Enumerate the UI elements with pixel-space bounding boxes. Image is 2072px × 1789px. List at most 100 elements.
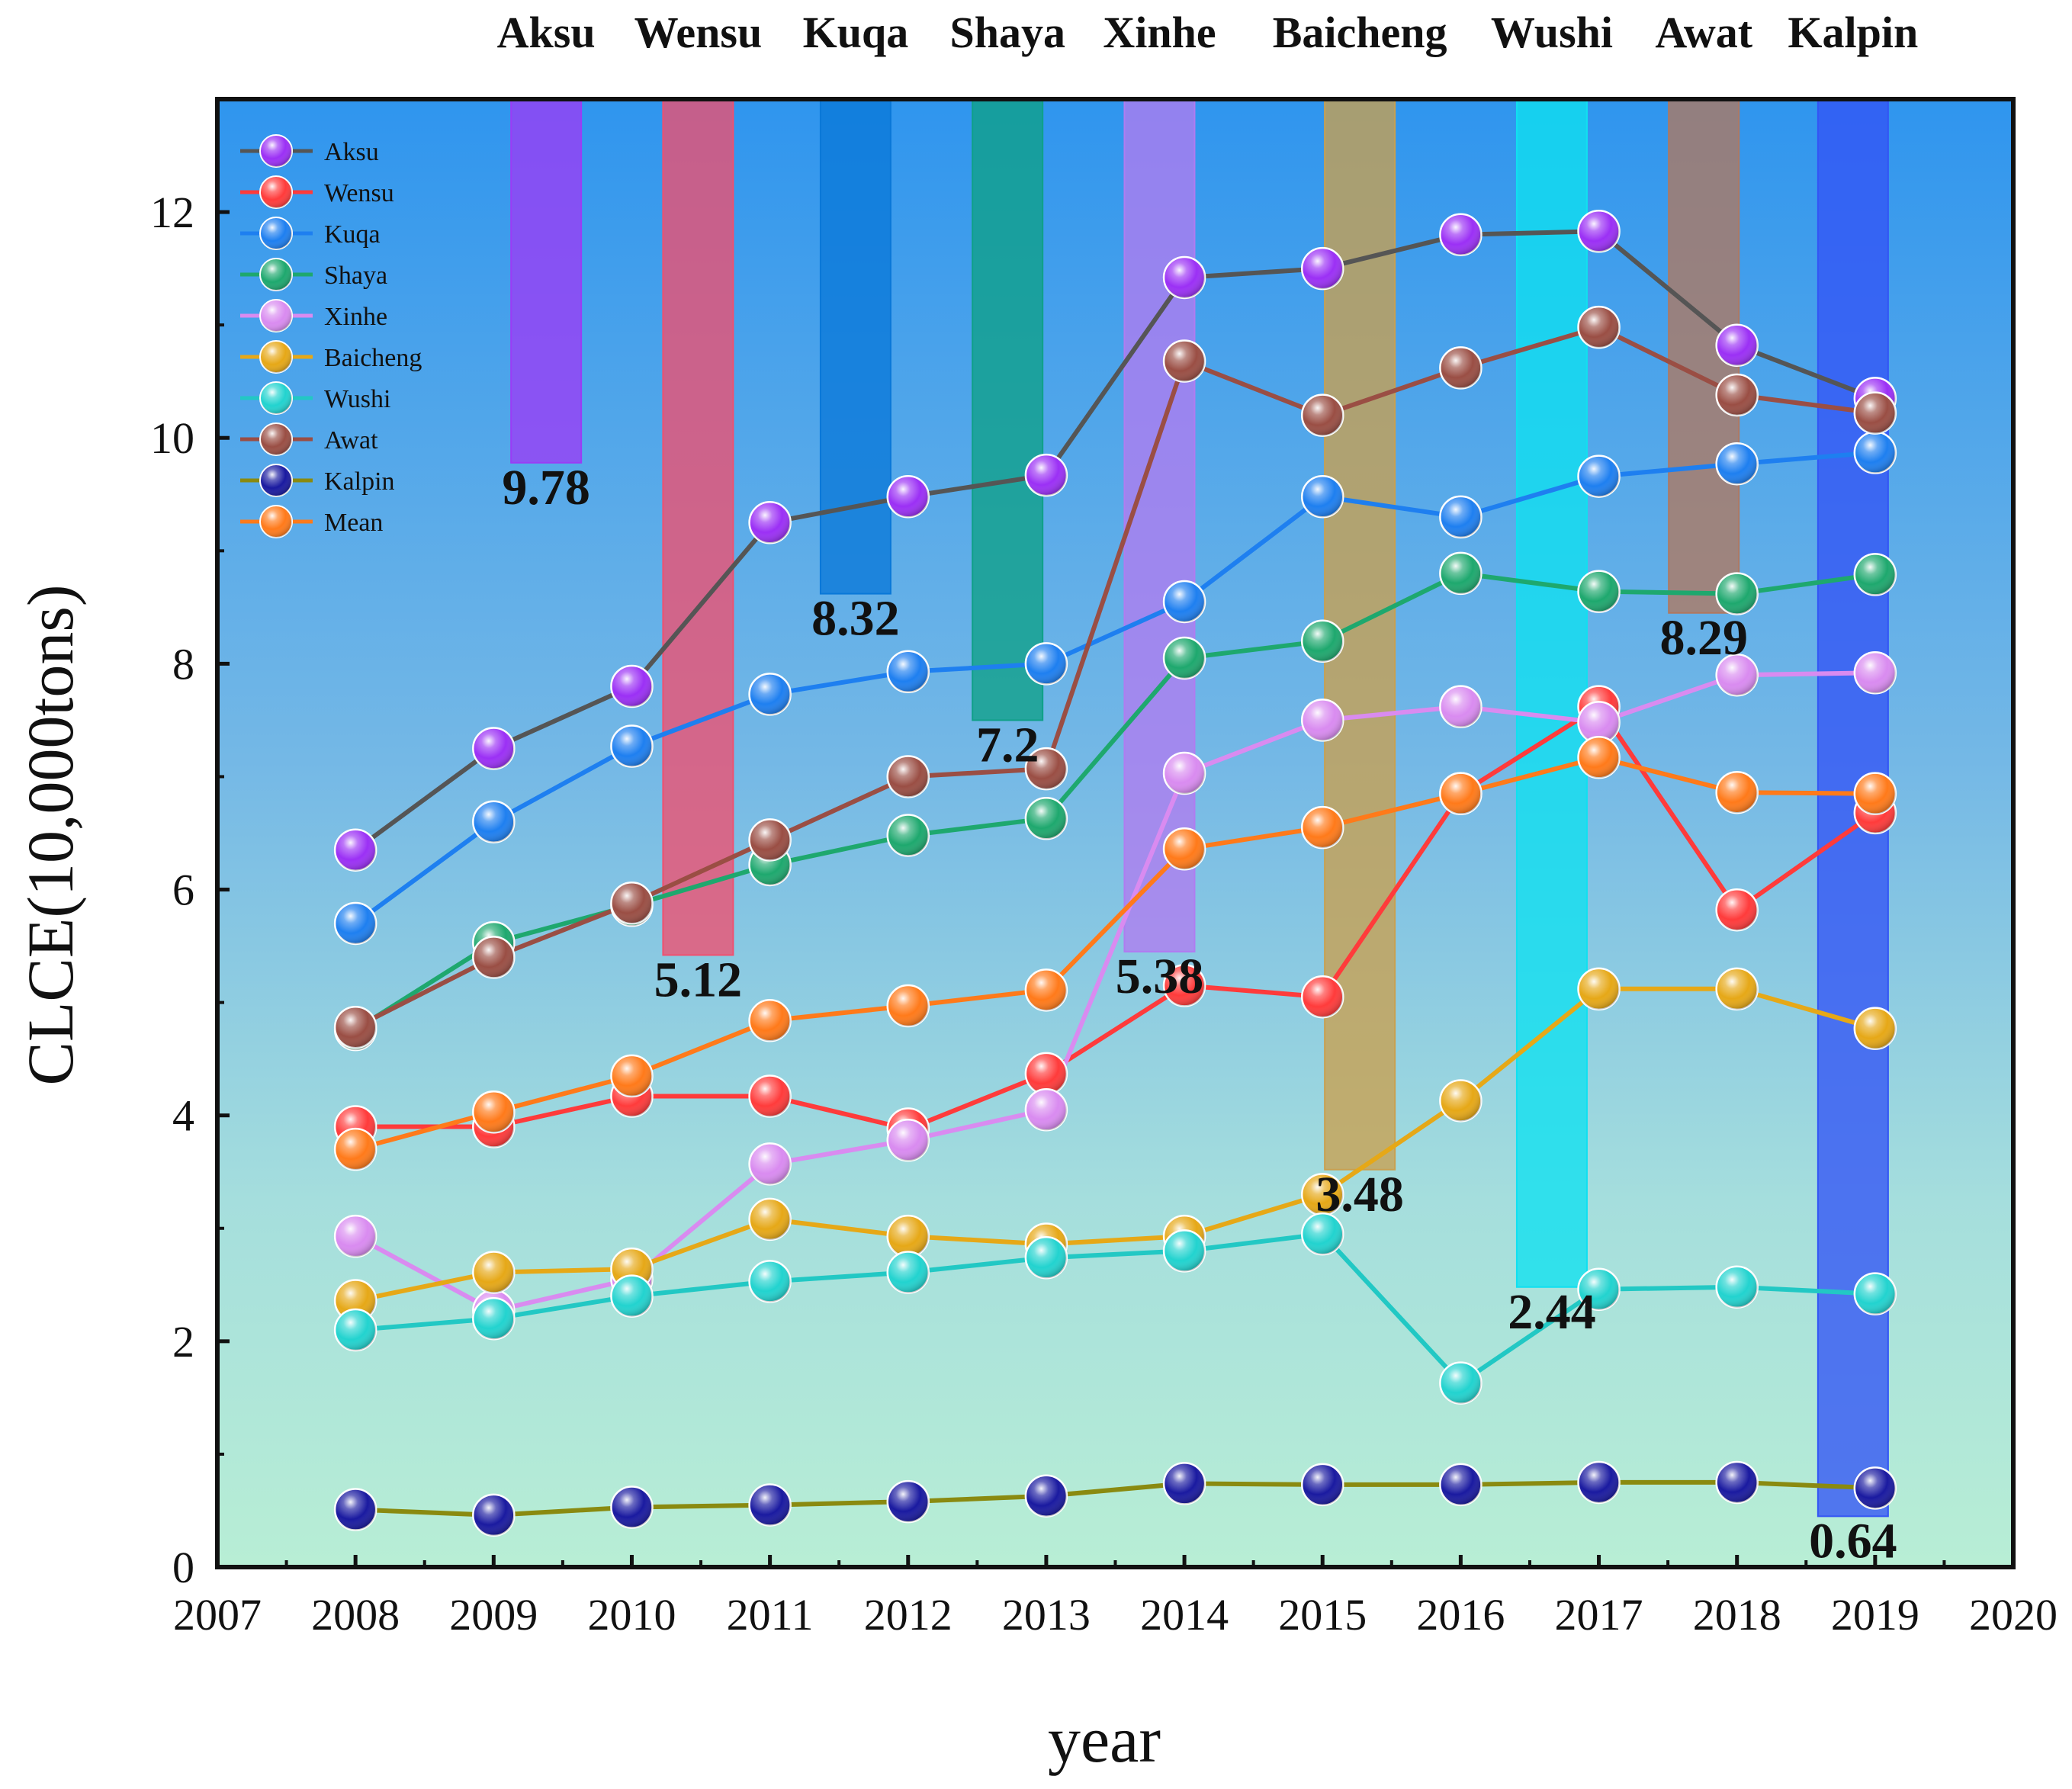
point-highlight bbox=[611, 1055, 653, 1097]
point-highlight bbox=[1302, 248, 1344, 290]
point-highlight bbox=[1025, 1237, 1067, 1279]
point-highlight bbox=[1164, 1463, 1206, 1505]
top-label-wensu: Wensu bbox=[634, 8, 763, 57]
x-tick-label: 2009 bbox=[449, 1590, 538, 1640]
point-highlight bbox=[1854, 554, 1896, 596]
points-layer bbox=[333, 210, 1897, 1537]
point-highlight bbox=[1164, 753, 1206, 795]
x-tick-label: 2007 bbox=[173, 1590, 262, 1640]
point-highlight bbox=[887, 985, 929, 1027]
bar-value-label: 3.48 bbox=[1315, 1167, 1404, 1222]
point-highlight bbox=[749, 1000, 791, 1042]
point-highlight bbox=[611, 666, 653, 707]
point-highlight bbox=[1302, 1463, 1344, 1505]
top-label-kuqa: Kuqa bbox=[803, 8, 909, 57]
point-highlight bbox=[335, 1489, 377, 1530]
legend-marker-highlight bbox=[260, 341, 292, 373]
point-highlight bbox=[1164, 637, 1206, 679]
point-highlight bbox=[1716, 968, 1758, 1010]
bar-value-label: 0.64 bbox=[1809, 1513, 1897, 1569]
x-tick-label: 2014 bbox=[1140, 1590, 1229, 1640]
point-highlight bbox=[1302, 699, 1344, 741]
point-highlight bbox=[1302, 394, 1344, 436]
point-highlight bbox=[335, 1280, 377, 1322]
point-highlight bbox=[1716, 1266, 1758, 1308]
x-tick-label: 2013 bbox=[1002, 1590, 1091, 1640]
bar-value-label: 2.44 bbox=[1508, 1284, 1596, 1340]
point-highlight bbox=[887, 814, 929, 856]
point-highlight bbox=[1025, 1089, 1067, 1131]
legend-label: Baicheng bbox=[324, 344, 422, 372]
point-highlight bbox=[473, 1091, 515, 1133]
point-highlight bbox=[1578, 1461, 1620, 1503]
point-highlight bbox=[749, 1484, 791, 1526]
line-kalpin bbox=[355, 1479, 1875, 1518]
point-highlight bbox=[1716, 374, 1758, 416]
top-label-wushi: Wushi bbox=[1491, 8, 1613, 57]
point-highlight bbox=[1302, 976, 1344, 1018]
point-highlight bbox=[473, 936, 515, 978]
point-highlight bbox=[1578, 737, 1620, 779]
bar-xinhe bbox=[1123, 98, 1196, 952]
legend-label: Xinhe bbox=[324, 303, 387, 331]
legend-label: Kuqa bbox=[324, 220, 381, 249]
y-tick-label: 4 bbox=[172, 1091, 194, 1141]
point-highlight bbox=[335, 1216, 377, 1257]
point-highlight bbox=[1440, 1080, 1482, 1122]
point-highlight bbox=[749, 673, 791, 715]
point-highlight bbox=[473, 801, 515, 843]
point-highlight bbox=[887, 650, 929, 692]
x-tick-label: 2012 bbox=[864, 1590, 952, 1640]
point-highlight bbox=[1025, 969, 1067, 1011]
point-highlight bbox=[749, 1198, 791, 1240]
point-highlight bbox=[473, 1494, 515, 1536]
y-tick-label: 8 bbox=[172, 639, 194, 689]
point-highlight bbox=[1025, 454, 1067, 496]
bar-value-label: 9.78 bbox=[502, 460, 590, 516]
point-highlight bbox=[1578, 570, 1620, 612]
x-tick-label: 2018 bbox=[1693, 1590, 1781, 1640]
point-highlight bbox=[749, 819, 791, 861]
point-highlight bbox=[611, 1486, 653, 1528]
point-highlight bbox=[1302, 1213, 1344, 1255]
point-highlight bbox=[1025, 798, 1067, 840]
point-highlight bbox=[1025, 1475, 1067, 1517]
point-highlight bbox=[611, 1275, 653, 1317]
point-highlight bbox=[1164, 256, 1206, 298]
point-highlight bbox=[611, 725, 653, 767]
x-tick-label: 2019 bbox=[1831, 1590, 1919, 1640]
point-highlight bbox=[1716, 573, 1758, 615]
point-highlight bbox=[1440, 1362, 1482, 1404]
point-highlight bbox=[611, 882, 653, 924]
legend-label: Awat bbox=[324, 426, 378, 454]
top-label-xinhe: Xinhe bbox=[1103, 8, 1216, 57]
lines-layer bbox=[354, 229, 1877, 1518]
point-highlight bbox=[1025, 643, 1067, 685]
point-highlight bbox=[1854, 392, 1896, 434]
line-baicheng bbox=[355, 986, 1876, 1303]
point-highlight bbox=[1440, 686, 1482, 727]
point-highlight bbox=[749, 1143, 791, 1185]
x-tick-label: 2017 bbox=[1555, 1590, 1643, 1640]
point-highlight bbox=[1440, 772, 1482, 814]
point-highlight bbox=[887, 1251, 929, 1293]
point-highlight bbox=[1025, 1052, 1067, 1094]
point-highlight bbox=[1716, 443, 1758, 485]
point-highlight bbox=[887, 756, 929, 798]
point-highlight bbox=[335, 902, 377, 944]
point-highlight bbox=[1854, 1273, 1896, 1315]
point-highlight bbox=[1854, 1467, 1896, 1509]
legend-marker-highlight bbox=[260, 464, 292, 496]
legend-marker-highlight bbox=[260, 217, 292, 249]
point-highlight bbox=[1440, 552, 1482, 594]
point-highlight bbox=[887, 476, 929, 518]
top-label-aksu: Aksu bbox=[497, 8, 596, 57]
bar-value-label: 7.2 bbox=[976, 717, 1039, 772]
top-label-baicheng: Baicheng bbox=[1273, 8, 1447, 57]
legend-marker-highlight bbox=[260, 176, 292, 208]
bar-value-label: 8.29 bbox=[1659, 610, 1748, 666]
bar-wushi bbox=[1515, 98, 1588, 1288]
point-highlight bbox=[1164, 340, 1206, 382]
point-highlight bbox=[1302, 620, 1344, 662]
point-highlight bbox=[1302, 1174, 1344, 1216]
